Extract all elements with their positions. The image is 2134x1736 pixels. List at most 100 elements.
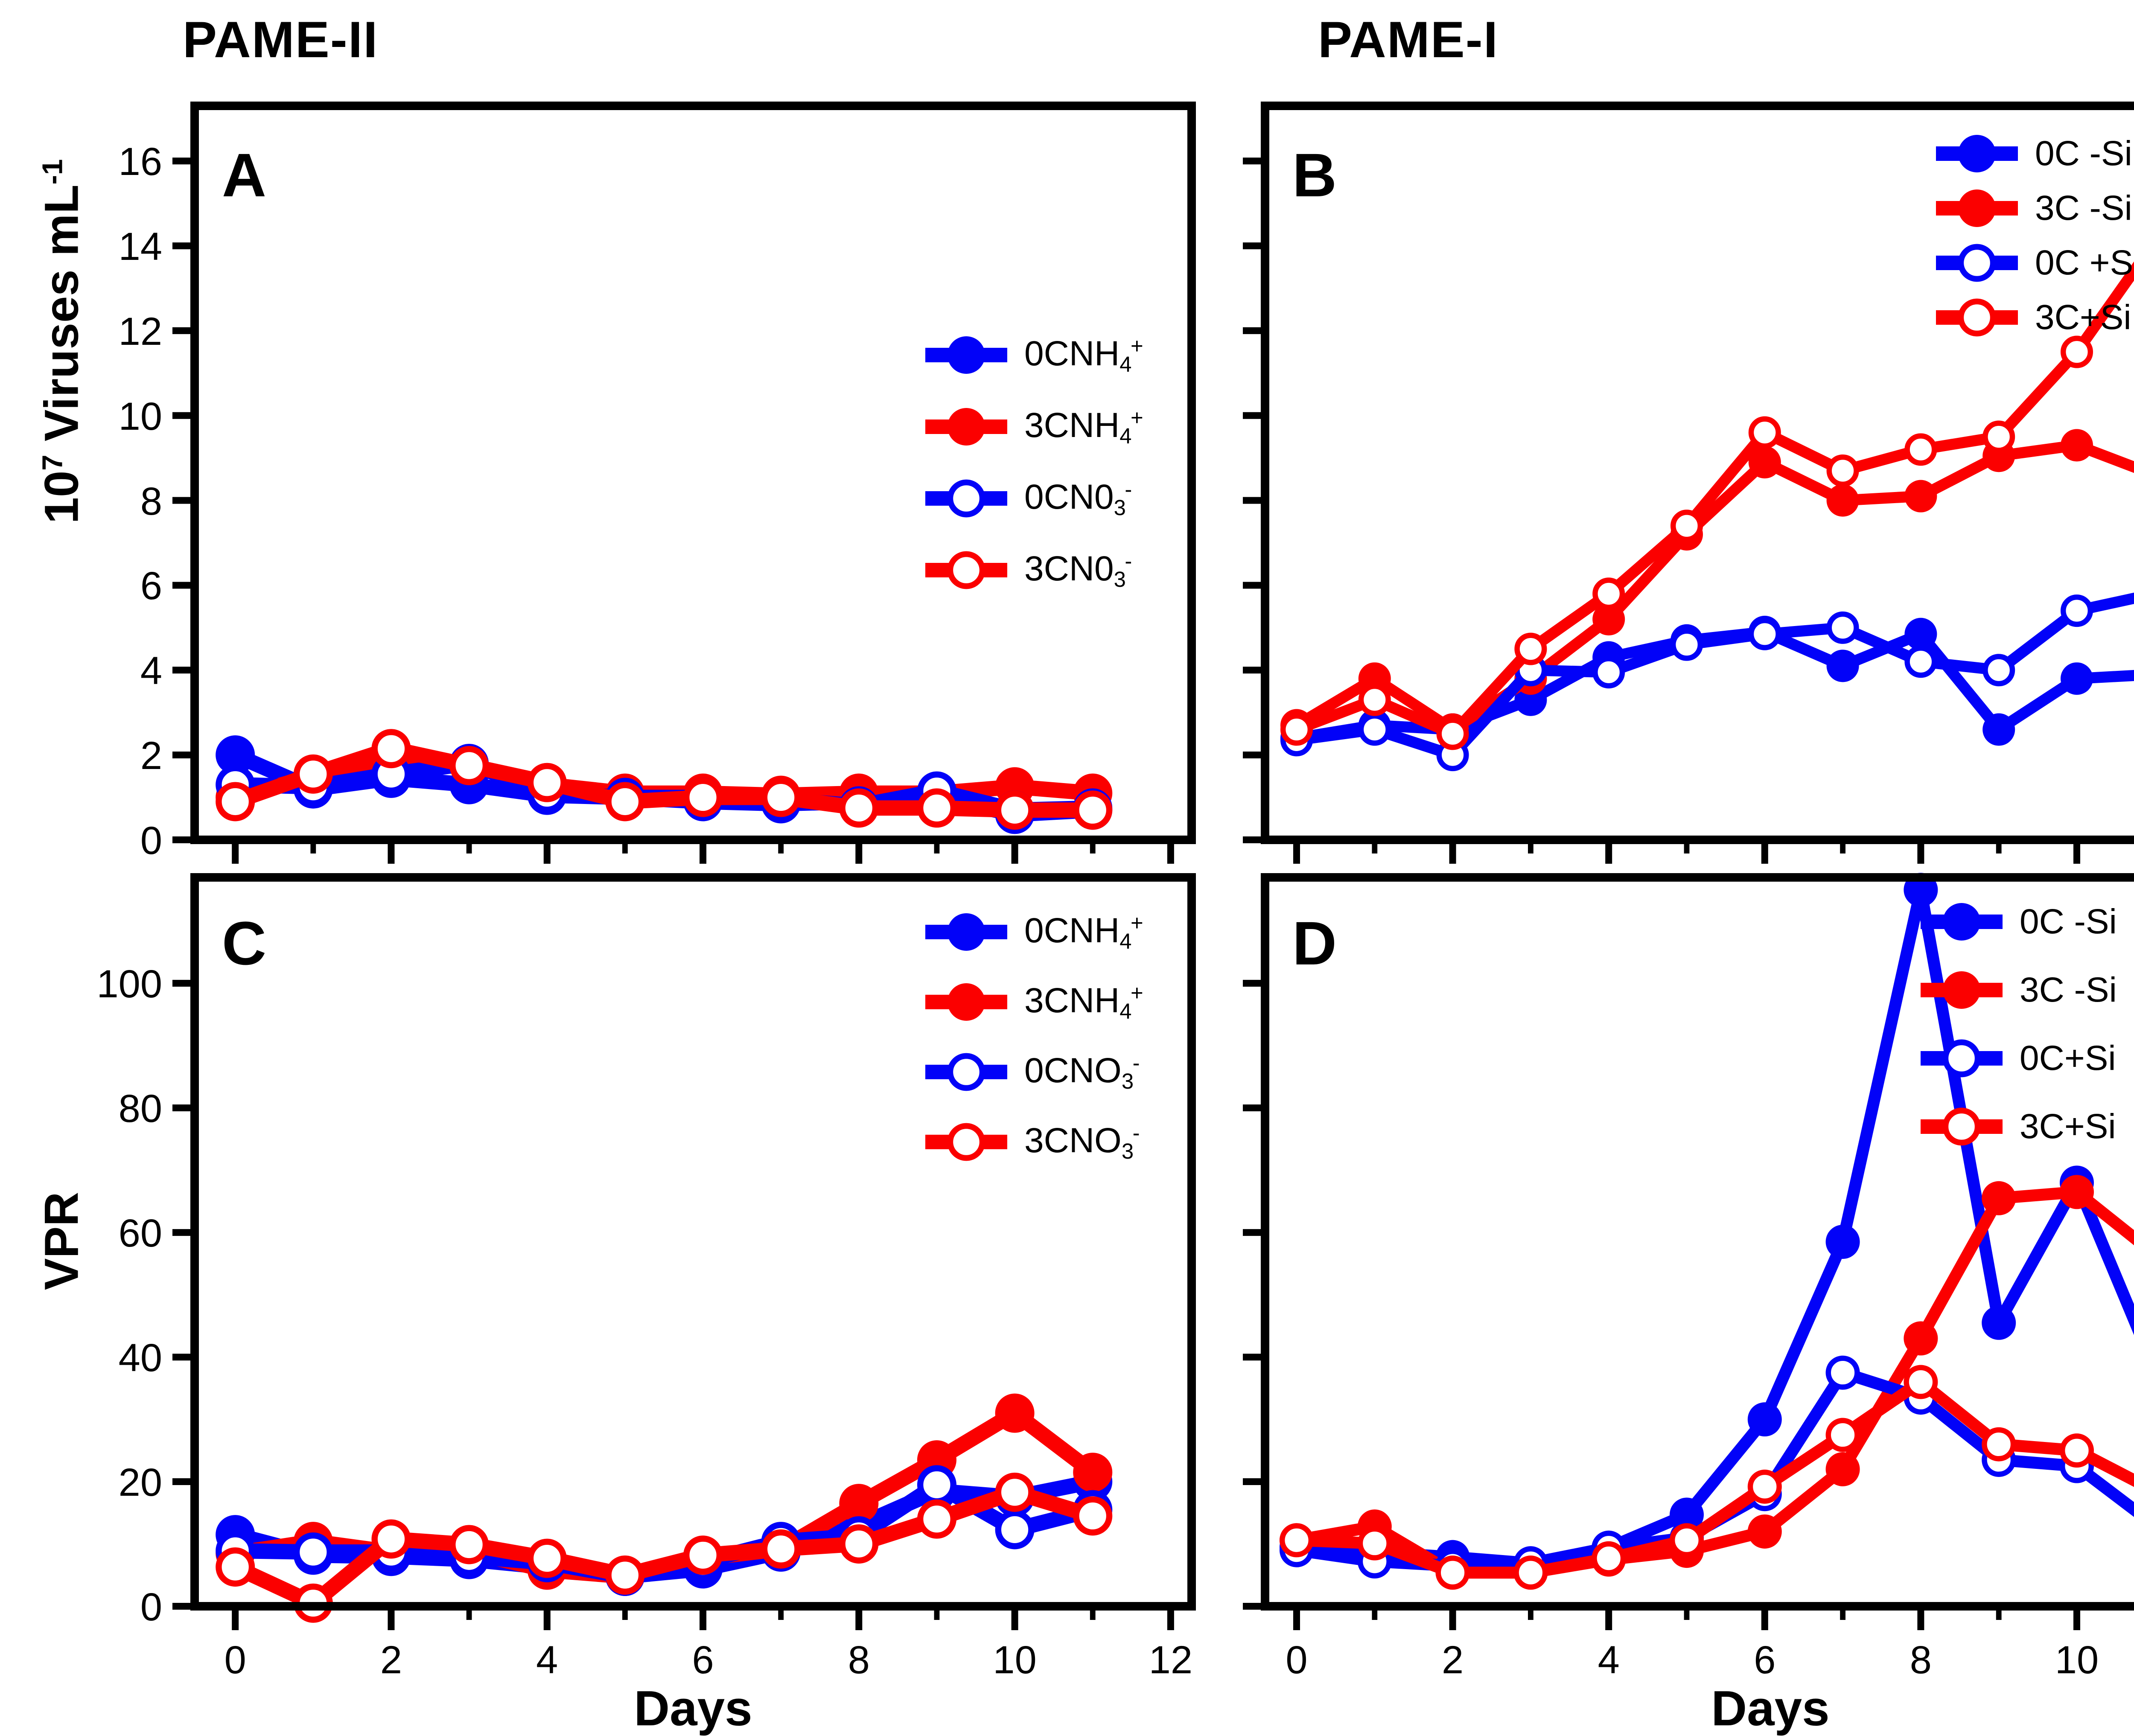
- marker-open: [839, 788, 879, 828]
- marker-open: [839, 1524, 879, 1564]
- marker-filled: [1826, 650, 1859, 682]
- marker-open: [761, 778, 801, 817]
- marker-filled: [1904, 1321, 1938, 1356]
- marker-open: [995, 790, 1035, 830]
- marker-open: [1592, 577, 1625, 610]
- marker-open: [605, 1555, 645, 1595]
- x-tick-label: 6: [692, 1638, 714, 1682]
- marker-filled: [1825, 1225, 1860, 1259]
- legend-item-3C+Si: 3C+Si: [1917, 1104, 2116, 1149]
- marker-open: [1280, 713, 1313, 746]
- legend-label: 0CNH4+: [1024, 910, 1143, 954]
- y-tick-label: 40: [118, 1336, 162, 1380]
- marker-open: [2061, 594, 2093, 627]
- title-pame-i: PAME-I: [1318, 11, 1499, 68]
- marker-filled: [1747, 1514, 1782, 1549]
- marker-open: [995, 1510, 1035, 1550]
- marker-filled: [1073, 1453, 1113, 1492]
- marker-open: [995, 1472, 1035, 1512]
- legend-item-0CNH4+: 0CNH4+: [922, 333, 1143, 377]
- y-tick-label: 10: [118, 394, 162, 438]
- marker-open: [1982, 420, 2015, 453]
- marker-filled: [1982, 713, 2015, 746]
- x-tick-label: 12: [1149, 1638, 1193, 1682]
- marker-open: [2060, 1433, 2094, 1468]
- marker-filled: [1748, 446, 1781, 479]
- legend-item-3C -Si: 3C -Si: [1933, 186, 2132, 230]
- plot-frame-c: [190, 873, 1196, 1611]
- marker-open: [527, 763, 567, 802]
- marker-open: [917, 1465, 956, 1505]
- legend-item-3C -Si: 3C -Si: [1917, 968, 2117, 1012]
- marker-open: [1748, 618, 1781, 650]
- y-tick-label: 6: [140, 564, 162, 608]
- legend-label: 3CNH4+: [1024, 405, 1143, 449]
- marker-open: [917, 1499, 956, 1539]
- legend-item-0CNH4+: 0CNH4+: [922, 910, 1143, 954]
- legend-marker-open-icon: [925, 551, 1007, 589]
- legend-marker-open-icon: [1921, 1039, 2003, 1078]
- legend-item-0C +Si: 0C +Si: [1933, 241, 2134, 285]
- x-tick-label: 10: [2055, 1638, 2099, 1682]
- legend-item-3CNH4+: 3CNH4+: [922, 405, 1143, 449]
- panel-letter-c: C: [222, 909, 266, 978]
- legend-label: 3CN03-: [1024, 548, 1132, 592]
- legend-item-3CN03-: 3CN03-: [922, 548, 1132, 592]
- legend-item-0C -Si: 0C -Si: [1933, 131, 2132, 176]
- panel-d: [1243, 873, 2134, 1630]
- marker-open: [605, 782, 645, 821]
- marker-open: [293, 1532, 333, 1572]
- panel-letter-a: A: [222, 141, 266, 210]
- marker-open: [1358, 683, 1391, 716]
- marker-open: [449, 746, 489, 786]
- panel-letter-b: B: [1292, 141, 1337, 210]
- marker-filled: [2061, 662, 2093, 695]
- marker-open: [1826, 454, 1859, 487]
- marker-open: [1435, 1555, 1470, 1590]
- plot-frame-a: [190, 102, 1196, 844]
- marker-open: [1592, 1541, 1626, 1576]
- legend-item-0CNO3-: 0CNO3-: [922, 1050, 1140, 1094]
- legend-marker-open-icon: [1921, 1107, 2003, 1146]
- marker-open: [1904, 645, 1937, 678]
- marker-open: [371, 729, 411, 769]
- marker-filled: [1825, 1452, 1860, 1486]
- marker-open: [917, 788, 956, 828]
- legend-marker-filled-icon: [925, 336, 1007, 374]
- marker-filled: [839, 1484, 879, 1523]
- legend-label: 0C -Si: [2035, 134, 2132, 173]
- legend-label: 3CNH4+: [1024, 980, 1143, 1024]
- marker-open: [1825, 1418, 1860, 1452]
- marker-open: [1825, 1355, 1860, 1390]
- legend-label: 0CNH4+: [1024, 333, 1143, 377]
- panel-letter-d: D: [1292, 909, 1337, 978]
- panel-b: [1243, 102, 2134, 864]
- x-tick-label: 0: [224, 1638, 246, 1682]
- marker-open: [1073, 790, 1113, 830]
- marker-open: [1747, 1469, 1782, 1504]
- legend-item-0C+Si: 0C+Si: [1917, 1036, 2116, 1081]
- marker-filled: [216, 735, 255, 775]
- marker-filled: [1747, 1402, 1782, 1437]
- y-tick-label: 16: [118, 140, 162, 184]
- marker-open: [1982, 1427, 2016, 1462]
- marker-filled: [1904, 480, 1937, 513]
- marker-open: [761, 1529, 801, 1569]
- plot-frame-b: [1261, 102, 2134, 844]
- x-tick-label: 8: [848, 1638, 870, 1682]
- legend-marker-open-icon: [925, 1053, 1007, 1091]
- legend-marker-filled-icon: [925, 913, 1007, 951]
- legend-label: 0C -Si: [2020, 902, 2117, 941]
- marker-open: [1826, 611, 1859, 644]
- legend-item-0CN03-: 0CN03-: [922, 476, 1132, 521]
- y-tick-label: 8: [140, 479, 162, 523]
- marker-open: [1669, 1523, 1704, 1558]
- panel-a: [172, 102, 1196, 864]
- marker-open: [449, 1525, 489, 1564]
- panel-c: [172, 873, 1196, 1630]
- marker-open: [1904, 1365, 1938, 1399]
- y-tick-label: 100: [96, 962, 163, 1006]
- marker-filled: [1904, 618, 1937, 650]
